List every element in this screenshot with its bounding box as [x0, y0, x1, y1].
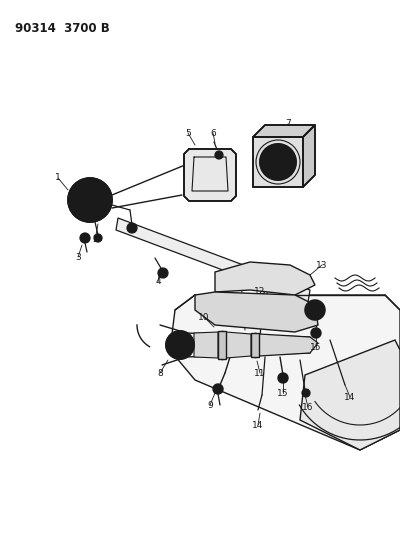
Text: 14: 14	[344, 392, 356, 401]
Polygon shape	[170, 295, 400, 450]
Circle shape	[305, 300, 325, 320]
Circle shape	[302, 389, 310, 397]
Polygon shape	[116, 218, 310, 302]
Text: 14: 14	[252, 421, 264, 430]
Circle shape	[273, 157, 283, 167]
Circle shape	[127, 223, 137, 233]
Circle shape	[260, 144, 296, 180]
Polygon shape	[303, 125, 315, 187]
Text: 4: 4	[155, 278, 161, 287]
Polygon shape	[194, 332, 218, 358]
Circle shape	[278, 373, 288, 383]
Circle shape	[266, 150, 271, 155]
Text: 3: 3	[75, 253, 81, 262]
Text: 90314  3700 B: 90314 3700 B	[15, 22, 110, 35]
Circle shape	[158, 268, 168, 278]
Circle shape	[166, 331, 194, 359]
Circle shape	[267, 151, 289, 173]
Circle shape	[285, 169, 290, 174]
Circle shape	[215, 151, 223, 159]
Bar	[218, 331, 226, 359]
Circle shape	[311, 328, 321, 338]
Polygon shape	[184, 149, 236, 201]
Text: 9: 9	[207, 400, 213, 409]
Circle shape	[285, 150, 290, 155]
Circle shape	[213, 384, 223, 394]
Bar	[251, 333, 259, 357]
Polygon shape	[253, 125, 315, 137]
Text: 7: 7	[285, 119, 291, 128]
Polygon shape	[300, 340, 400, 450]
Circle shape	[68, 178, 112, 222]
Polygon shape	[259, 334, 318, 356]
Polygon shape	[253, 137, 303, 187]
Polygon shape	[226, 332, 251, 358]
Text: 8: 8	[157, 368, 163, 377]
Text: 13: 13	[316, 261, 328, 270]
Text: 5: 5	[185, 128, 191, 138]
Text: 15: 15	[310, 343, 322, 352]
Text: 2: 2	[92, 236, 98, 245]
Text: 16: 16	[302, 402, 314, 411]
Polygon shape	[195, 292, 318, 332]
Circle shape	[80, 233, 90, 243]
Text: 1: 1	[55, 174, 61, 182]
Circle shape	[266, 169, 271, 174]
Text: 6: 6	[210, 128, 216, 138]
Text: 11: 11	[254, 368, 266, 377]
Polygon shape	[215, 262, 315, 295]
Circle shape	[176, 341, 184, 349]
Text: 15: 15	[277, 389, 289, 398]
Circle shape	[94, 234, 102, 242]
Text: 12: 12	[254, 287, 266, 295]
Text: 10: 10	[198, 312, 210, 321]
